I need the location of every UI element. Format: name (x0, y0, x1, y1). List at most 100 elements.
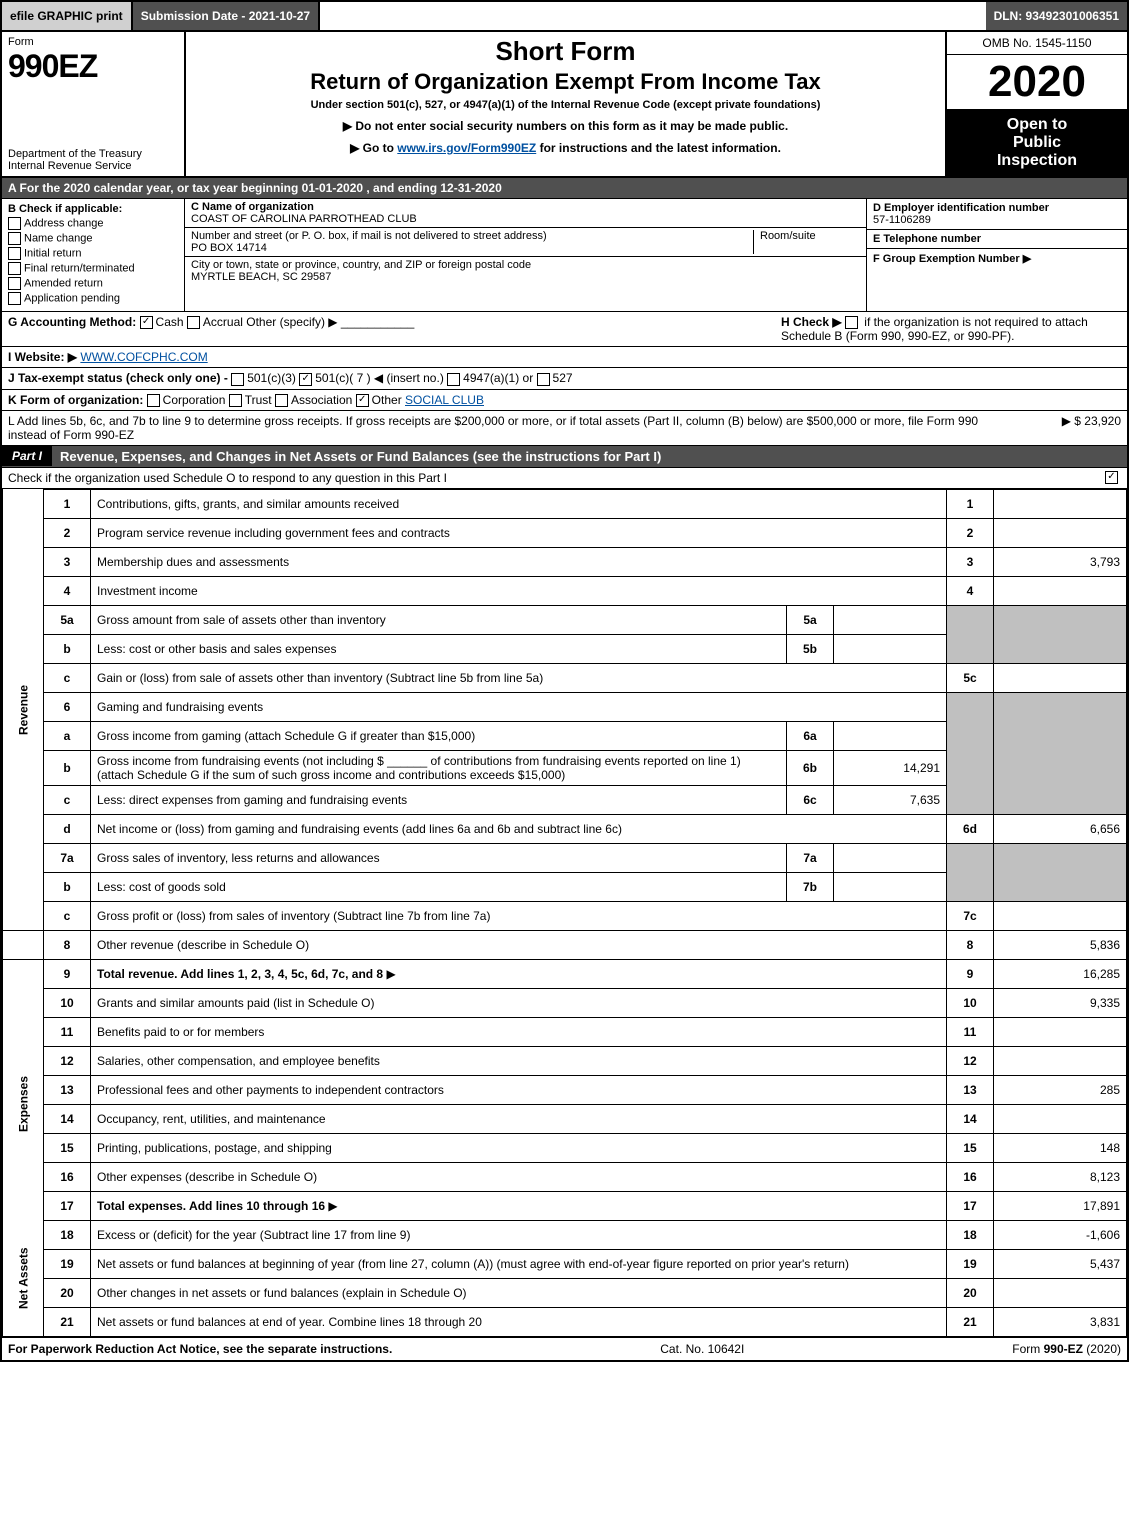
footer-right: Form 990-EZ (2020) (1012, 1342, 1121, 1356)
chk-address-label: Address change (24, 217, 104, 229)
chk-accrual[interactable] (187, 316, 200, 329)
ln-15-box: 15 (947, 1133, 994, 1162)
l-amount: ▶ $ 23,920 (1001, 414, 1121, 442)
ln-5c-text: Gain or (loss) from sale of assets other… (91, 663, 947, 692)
ln-20-box: 20 (947, 1278, 994, 1307)
shade-5b (994, 605, 1127, 663)
shade-7b (994, 843, 1127, 901)
col-d-right: D Employer identification number 57-1106… (866, 199, 1127, 311)
ln-9-bold: Total revenue. Add lines 1, 2, 3, 4, 5c,… (97, 967, 383, 981)
ln-5c-amt (994, 663, 1127, 692)
l-text: L Add lines 5b, 6c, and 7b to line 9 to … (8, 414, 1001, 442)
ln-5b-text: Less: cost or other basis and sales expe… (91, 634, 787, 663)
form-label: Form (8, 36, 178, 48)
return-title: Return of Organization Exempt From Incom… (194, 69, 937, 95)
chk-501c3 (231, 373, 244, 386)
page-footer: For Paperwork Reduction Act Notice, see … (2, 1337, 1127, 1360)
ln-5c-box: 5c (947, 663, 994, 692)
ln-15-text: Printing, publications, postage, and shi… (91, 1133, 947, 1162)
form-number: 990EZ (8, 48, 178, 85)
j-527: 527 (553, 371, 573, 385)
ln-6b-pre: Gross income from fundraising events (no… (97, 754, 384, 768)
website-link[interactable]: WWW.COFCPHC.COM (80, 350, 207, 364)
short-form-title: Short Form (194, 36, 937, 67)
ln-18-text: Excess or (deficit) for the year (Subtra… (91, 1220, 947, 1249)
ln-7b-amt (834, 872, 947, 901)
ln-19-text: Net assets or fund balances at beginning… (91, 1249, 947, 1278)
g-cash: Cash (156, 315, 184, 329)
ln-3-text: Membership dues and assessments (91, 547, 947, 576)
ln-6d-box: 6d (947, 814, 994, 843)
ln-9-amt: 16,285 (994, 959, 1127, 988)
shade-7 (947, 843, 994, 901)
chk-trust[interactable] (229, 394, 242, 407)
chk-4947[interactable] (447, 373, 460, 386)
ln-14-amt (994, 1104, 1127, 1133)
ln-16-box: 16 (947, 1162, 994, 1191)
goto-post: for instructions and the latest informat… (536, 141, 781, 155)
ln-5b-box: 5b (787, 634, 834, 663)
chk-final-label: Final return/terminated (24, 262, 135, 274)
row-i-website: I Website: ▶ WWW.COFCPHC.COM (2, 347, 1127, 368)
ln-6c-amt: 7,635 (834, 785, 947, 814)
chk-assoc[interactable] (275, 394, 288, 407)
chk-name[interactable] (8, 232, 21, 245)
chk-501c[interactable]: ✓ (299, 373, 312, 386)
dln-label: DLN: 93492301006351 (986, 2, 1127, 30)
ln-5a-box: 5a (787, 605, 834, 634)
irs-link[interactable]: www.irs.gov/Form990EZ (397, 141, 536, 155)
h-label: H Check ▶ (781, 315, 842, 329)
ln-1-text: Contributions, gifts, grants, and simila… (91, 489, 947, 518)
ln-18-amt: -1,606 (994, 1220, 1127, 1249)
ln-6d-text: Net income or (loss) from gaming and fun… (91, 814, 947, 843)
shade-6b (994, 692, 1127, 814)
row-gh: G Accounting Method: ✓Cash Accrual Other… (2, 312, 1127, 347)
k-other-value[interactable]: SOCIAL CLUB (405, 393, 484, 407)
j-501c3: 501(c)(3) (247, 371, 296, 385)
chk-corp[interactable] (147, 394, 160, 407)
ln-2-amt (994, 518, 1127, 547)
ln-16-text: Other expenses (describe in Schedule O) (91, 1162, 947, 1191)
chk-initial[interactable] (8, 247, 21, 260)
ln-4-text: Investment income (91, 576, 947, 605)
ln-17-text: Total expenses. Add lines 10 through 16 … (91, 1191, 947, 1220)
g-accrual: Accrual (203, 315, 243, 329)
chk-cash[interactable]: ✓ (140, 316, 153, 329)
chk-other[interactable]: ✓ (356, 394, 369, 407)
footer-left: For Paperwork Reduction Act Notice, see … (8, 1342, 392, 1356)
chk-pending-label: Application pending (24, 292, 120, 304)
chk-527[interactable] (537, 373, 550, 386)
chk-pending[interactable] (8, 292, 21, 305)
chk-h[interactable] (845, 316, 858, 329)
chk-amended[interactable] (8, 277, 21, 290)
ssn-warning: ▶ Do not enter social security numbers o… (194, 119, 937, 133)
part-1-sub-text: Check if the organization used Schedule … (8, 471, 447, 485)
netassets-section-label: Net Assets (3, 1220, 44, 1336)
ln-14-box: 14 (947, 1104, 994, 1133)
ln-6b-text: Gross income from fundraising events (no… (91, 750, 787, 785)
group-exemption-label: F Group Exemption Number ▶ (873, 253, 1031, 265)
ln-11-box: 11 (947, 1017, 994, 1046)
ln-3-amt: 3,793 (994, 547, 1127, 576)
ln-20-text: Other changes in net assets or fund bala… (91, 1278, 947, 1307)
chk-initial-label: Initial return (24, 247, 81, 259)
chk-address[interactable] (8, 217, 21, 230)
ein-value: 57-1106289 (873, 214, 931, 226)
ln-17-amt: 17,891 (994, 1191, 1127, 1220)
open-1: Open to (953, 116, 1121, 134)
ln-6a-text: Gross income from gaming (attach Schedul… (91, 721, 787, 750)
ln-19-box: 19 (947, 1249, 994, 1278)
ln-6b-amt: 14,291 (834, 750, 947, 785)
efile-print-button[interactable]: efile GRAPHIC print (2, 2, 133, 30)
g-label: G Accounting Method: (8, 315, 136, 329)
dept-line-2: Internal Revenue Service (8, 160, 178, 172)
i-label: I Website: ▶ (8, 350, 77, 364)
ln-6d-amt: 6,656 (994, 814, 1127, 843)
ln-6b-box: 6b (787, 750, 834, 785)
ln-7c-amt (994, 901, 1127, 930)
ln-6a-amt (834, 721, 947, 750)
chk-final[interactable] (8, 262, 21, 275)
chk-schedule-o[interactable]: ✓ (1105, 471, 1118, 484)
ln-17-box: 17 (947, 1191, 994, 1220)
g-accounting: G Accounting Method: ✓Cash Accrual Other… (8, 315, 781, 343)
